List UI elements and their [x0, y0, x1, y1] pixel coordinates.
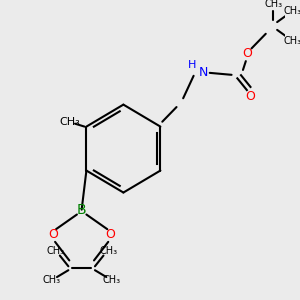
Text: CH₃: CH₃	[283, 6, 300, 16]
Text: CH₃: CH₃	[46, 246, 64, 256]
Text: CH₃: CH₃	[42, 275, 60, 285]
Text: B: B	[77, 202, 86, 217]
Text: H: H	[188, 60, 196, 70]
Text: N: N	[198, 66, 208, 80]
Text: O: O	[105, 228, 115, 241]
Text: O: O	[246, 90, 256, 103]
Text: CH₃: CH₃	[283, 36, 300, 46]
Text: CH₃: CH₃	[99, 246, 117, 256]
Text: CH₃: CH₃	[264, 0, 282, 10]
Text: CH₃: CH₃	[103, 275, 121, 285]
Text: CH₃: CH₃	[59, 117, 80, 127]
Text: O: O	[242, 47, 252, 60]
Text: O: O	[48, 228, 58, 241]
